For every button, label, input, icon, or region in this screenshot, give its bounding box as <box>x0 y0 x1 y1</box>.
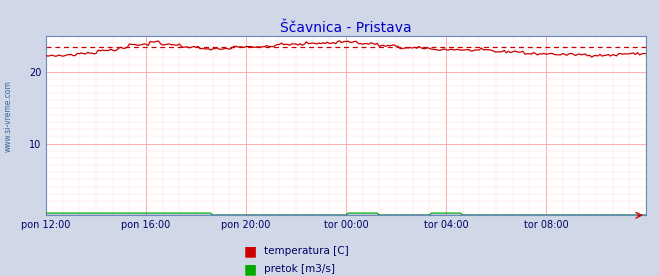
Text: pretok [m3/s]: pretok [m3/s] <box>264 264 335 274</box>
Title: Ščavnica - Pristava: Ščavnica - Pristava <box>280 21 412 35</box>
Text: ■: ■ <box>244 244 257 258</box>
Text: ■: ■ <box>244 262 257 276</box>
Text: www.si-vreme.com: www.si-vreme.com <box>3 80 13 152</box>
Text: temperatura [C]: temperatura [C] <box>264 246 349 256</box>
